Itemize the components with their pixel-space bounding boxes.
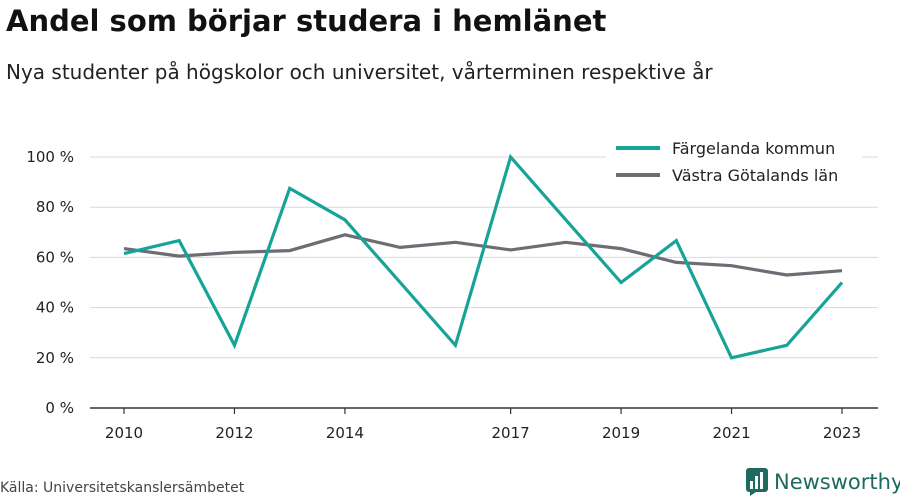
x-tick-label: 2023 — [823, 424, 861, 442]
brand-logo: Newsworthy — [746, 468, 900, 496]
legend: Färgelanda kommun Västra Götalands län — [606, 134, 862, 190]
y-tick-label: 0 % — [45, 399, 74, 417]
chart-subtitle: Nya studenter på högskolor och universit… — [6, 60, 713, 84]
x-tick-label: 2017 — [492, 424, 530, 442]
y-tick-label: 100 % — [26, 148, 74, 166]
brand-name: Newsworthy — [774, 470, 900, 494]
y-tick-label: 40 % — [36, 299, 74, 317]
newsworthy-logo-icon — [746, 468, 768, 496]
y-tick-label: 80 % — [36, 198, 74, 216]
axes: 0 % 20 % 40 % 60 % 80 % 100 % 2010 2012 2014 2017… — [26, 148, 878, 442]
x-tick-label: 2021 — [712, 424, 750, 442]
legend-background — [606, 134, 862, 190]
source-note: Källa: Universitetskanslersämbetet — [0, 480, 245, 496]
y-tick-label: 20 % — [36, 349, 74, 367]
y-tick-label: 60 % — [36, 248, 74, 266]
x-tick-label: 2019 — [602, 424, 640, 442]
line-chart: 0 % 20 % 40 % 60 % 80 % 100 % 2010 2012 2014 2017… — [26, 134, 878, 442]
chart-title: Andel som börjar studera i hemlänet — [6, 4, 607, 38]
x-tick-label: 2010 — [105, 424, 143, 442]
series-lines — [123, 153, 844, 360]
legend-label: Västra Götalands län — [672, 166, 838, 185]
x-tick-label: 2012 — [215, 424, 253, 442]
legend-label: Färgelanda kommun — [672, 139, 835, 158]
x-tick-label: 2014 — [326, 424, 364, 442]
series-line — [123, 153, 844, 360]
